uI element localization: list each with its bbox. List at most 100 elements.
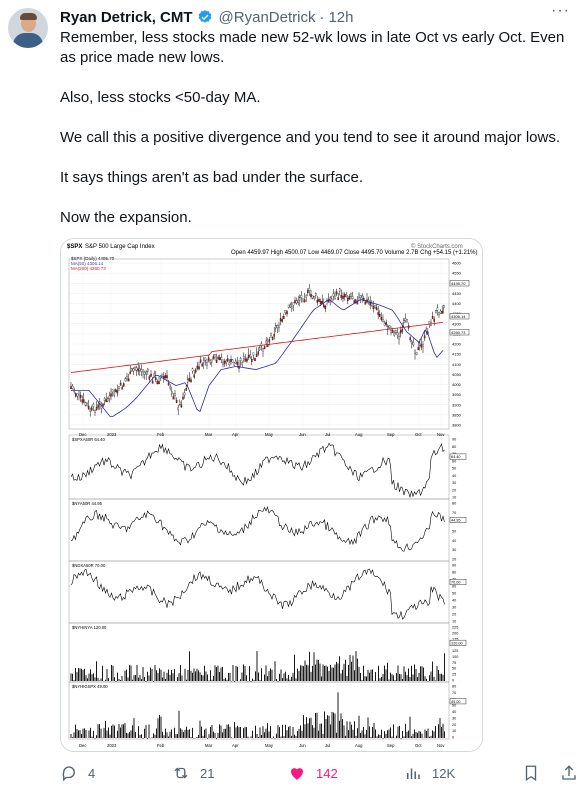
price-candle-body [203,359,205,363]
price-candle-body [371,303,373,306]
tweet-timestamp[interactable]: 12h [328,8,354,26]
author-handle[interactable]: @RyanDetrick [218,8,316,26]
indicator-tick-label: 50 [452,667,456,671]
indicator-last-box [449,453,467,460]
price-candle-body [345,293,347,297]
price-candle-body [385,321,387,325]
price-candle-body [156,381,159,385]
indicator-panel-frame [68,681,450,740]
price-candle-body [169,386,171,389]
indicator-line [70,506,445,552]
indicator-tick-label: 30 [452,716,456,720]
price-candle-body [183,392,186,396]
price-candle-body [369,302,371,306]
repost-button[interactable]: 21 [172,764,214,782]
month-tick-label: Sep [387,432,395,437]
indicator-tick-label: 75 [452,661,456,665]
price-candle-body [70,386,72,390]
month-tick-label: Aug [355,432,363,437]
price-candle-body [193,374,195,378]
chart-brand: © StockCharts.com [411,243,463,250]
price-candle-body [300,295,303,298]
price-candle-body [84,402,87,406]
indicator-tick-label: 225 [452,626,458,630]
indicator-tick-label: 40 [452,599,456,603]
month-tick-label: Feb [157,432,165,437]
price-candle-body [396,332,399,336]
price-candle-body [262,348,264,352]
reply-button[interactable]: 4 [60,764,95,782]
author-name[interactable]: Ryan Detrick, CMT [60,8,193,26]
price-candle-body [327,299,330,303]
price-candle-body [179,401,181,405]
month-tick-label: Dec [79,432,86,437]
heart-icon [291,768,303,780]
price-tick-label: 4000 [452,382,462,387]
price-candle-body [358,294,360,298]
price-candle-body [313,296,315,299]
indicator-tick-label: 50 [452,467,456,471]
month-tick-label: 2023 [107,432,117,437]
price-last-label: 4306.14 [451,314,466,319]
price-candle-body [230,359,232,362]
indicator-panel-label: $NYA50R 44.95 [72,501,103,506]
month-tick-label: Jun [299,432,306,437]
price-candle-body [260,343,263,347]
price-candle-body [323,304,325,308]
price-candle-body [283,316,285,319]
indicator-tick-label: 20 [452,613,456,617]
bookmark-button[interactable] [522,764,540,782]
ma50-line [71,298,444,417]
legend-ma50: MA(50) 4306.14 [71,261,104,266]
price-candle-body [113,392,115,396]
month-tick-label: Apr [232,432,239,437]
price-tick-label: 4050 [452,372,462,377]
price-candle-body [380,317,383,320]
price-candle-body [244,358,247,362]
price-candle-body [207,357,210,361]
price-candle-body [209,360,211,363]
like-button[interactable]: 142 [288,764,338,782]
price-candle-body [340,294,343,298]
views-count: 12K [432,765,456,781]
like-count: 142 [316,765,338,781]
price-candle-body [167,382,170,386]
indicator-tick-label: 10 [452,496,456,500]
share-button[interactable] [560,764,578,782]
indicator-tick-label: 60 [452,585,456,589]
price-candle-body [339,288,341,292]
price-candle-body [265,340,267,344]
price-tick-label: 4550 [452,271,462,276]
price-candle-body [439,310,442,314]
price-candle-body [348,296,351,300]
price-candle-body [201,363,203,367]
price-candle-body [94,410,96,413]
views-button[interactable]: 12K [404,764,455,782]
price-candle-body [121,386,123,390]
indicator-tick-label: 10 [452,729,456,733]
price-candle-body [375,307,378,311]
indicator-tick-label: 20 [452,723,456,727]
indicator-tick-label: 0 [452,679,454,683]
price-candle-body [414,350,416,354]
price-candle-body [297,299,299,303]
price-candle-body [145,371,147,375]
tweet-paragraph: Remember, less stocks made new 52-wk low… [60,29,565,66]
indicator-last-box [449,698,467,705]
more-options-icon[interactable]: ··· [551,2,570,19]
verified-badge-icon [198,10,211,23]
indicator-panel-label: $NYHIGSPX 49.00 [72,684,108,689]
price-candle-body [161,373,163,377]
indicator-tick-label: 50 [452,592,456,596]
price-candle-body [195,369,197,373]
price-candle-body [388,325,391,328]
chart-image[interactable]: $SPX S&P 500 Large Cap Index Open 4459.9… [60,238,483,752]
price-candle-body [273,333,275,337]
price-candle-body [102,403,104,407]
price-candle-body [299,297,301,301]
indicator-last-label: 44.95 [451,519,461,523]
price-candle-body [391,330,394,333]
avatar[interactable] [8,8,48,48]
price-candle-body [270,332,272,336]
price-candle-body [147,368,149,372]
